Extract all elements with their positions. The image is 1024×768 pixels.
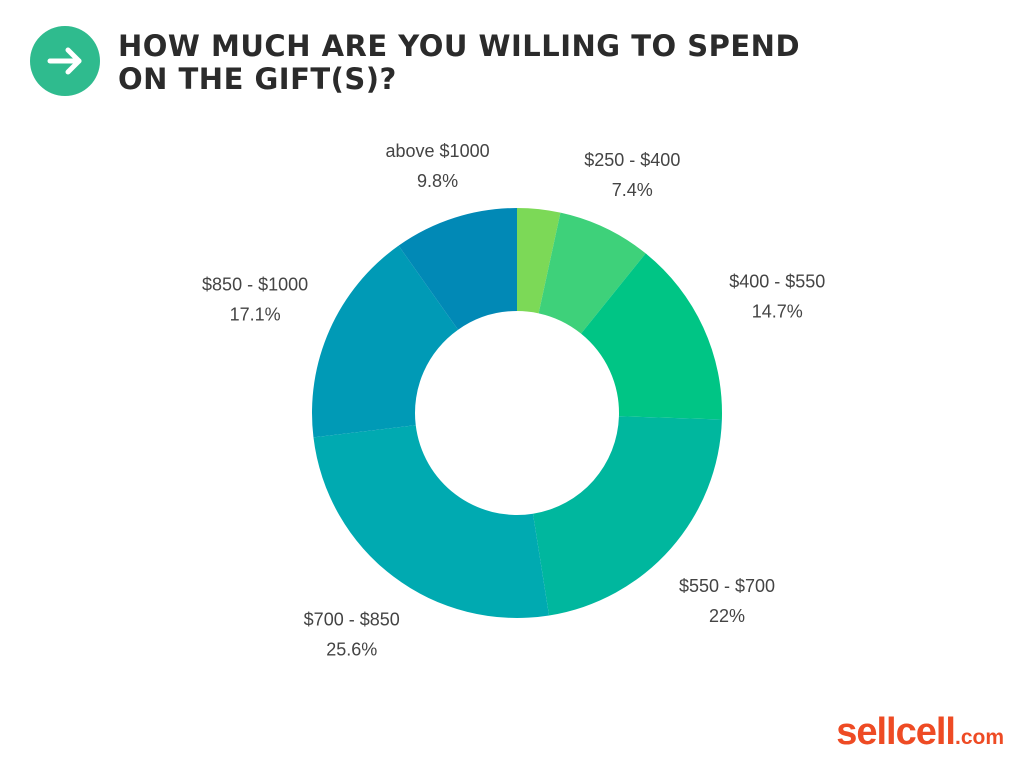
slice-250-400 [538, 212, 646, 334]
slice-category-label: $700 - $850 [304, 610, 400, 630]
slice-value-label: 22% [709, 606, 745, 626]
title-line-2: ON THE GIFT(S)? [118, 62, 397, 96]
page-title: HOW MUCH ARE YOU WILLING TO SPEND ON THE… [118, 30, 818, 96]
header: HOW MUCH ARE YOU WILLING TO SPEND ON THE… [30, 26, 830, 101]
slice-700-850 [313, 425, 550, 618]
slice-850-1000 [312, 245, 459, 438]
slice-category-label: $400 - $550 [729, 272, 825, 292]
slice-value-label: 7.4% [612, 180, 653, 200]
slice-unlabeled [517, 208, 561, 314]
slice-value-label: 9.8% [417, 171, 458, 191]
brand-name: sellcell [836, 711, 956, 753]
slice-550-700 [532, 416, 722, 616]
slice-value-label: 25.6% [326, 640, 377, 660]
sellcell-logo: sellcell.com [836, 711, 1004, 754]
slice-category-label: $250 - $400 [584, 150, 680, 170]
slice-above-1000 [398, 208, 517, 330]
slice-value-label: 17.1% [230, 305, 281, 325]
slice-category-label: $550 - $700 [679, 576, 775, 596]
chart-labels: $250 - $400 7.4% $400 - $550 14.7% $550 - $7… [202, 141, 825, 659]
slice-category-label: above $1000 [386, 141, 490, 161]
arrow-right-icon [30, 26, 100, 96]
slice-category-label: $850 - $1000 [202, 275, 308, 295]
title-line-1: HOW MUCH ARE YOU WILLING TO SPEND [118, 29, 801, 63]
slice-400-550 [581, 253, 723, 420]
slice-value-label: 14.7% [752, 302, 803, 322]
brand-suffix: .com [954, 726, 1004, 749]
chart-slices [312, 208, 723, 618]
